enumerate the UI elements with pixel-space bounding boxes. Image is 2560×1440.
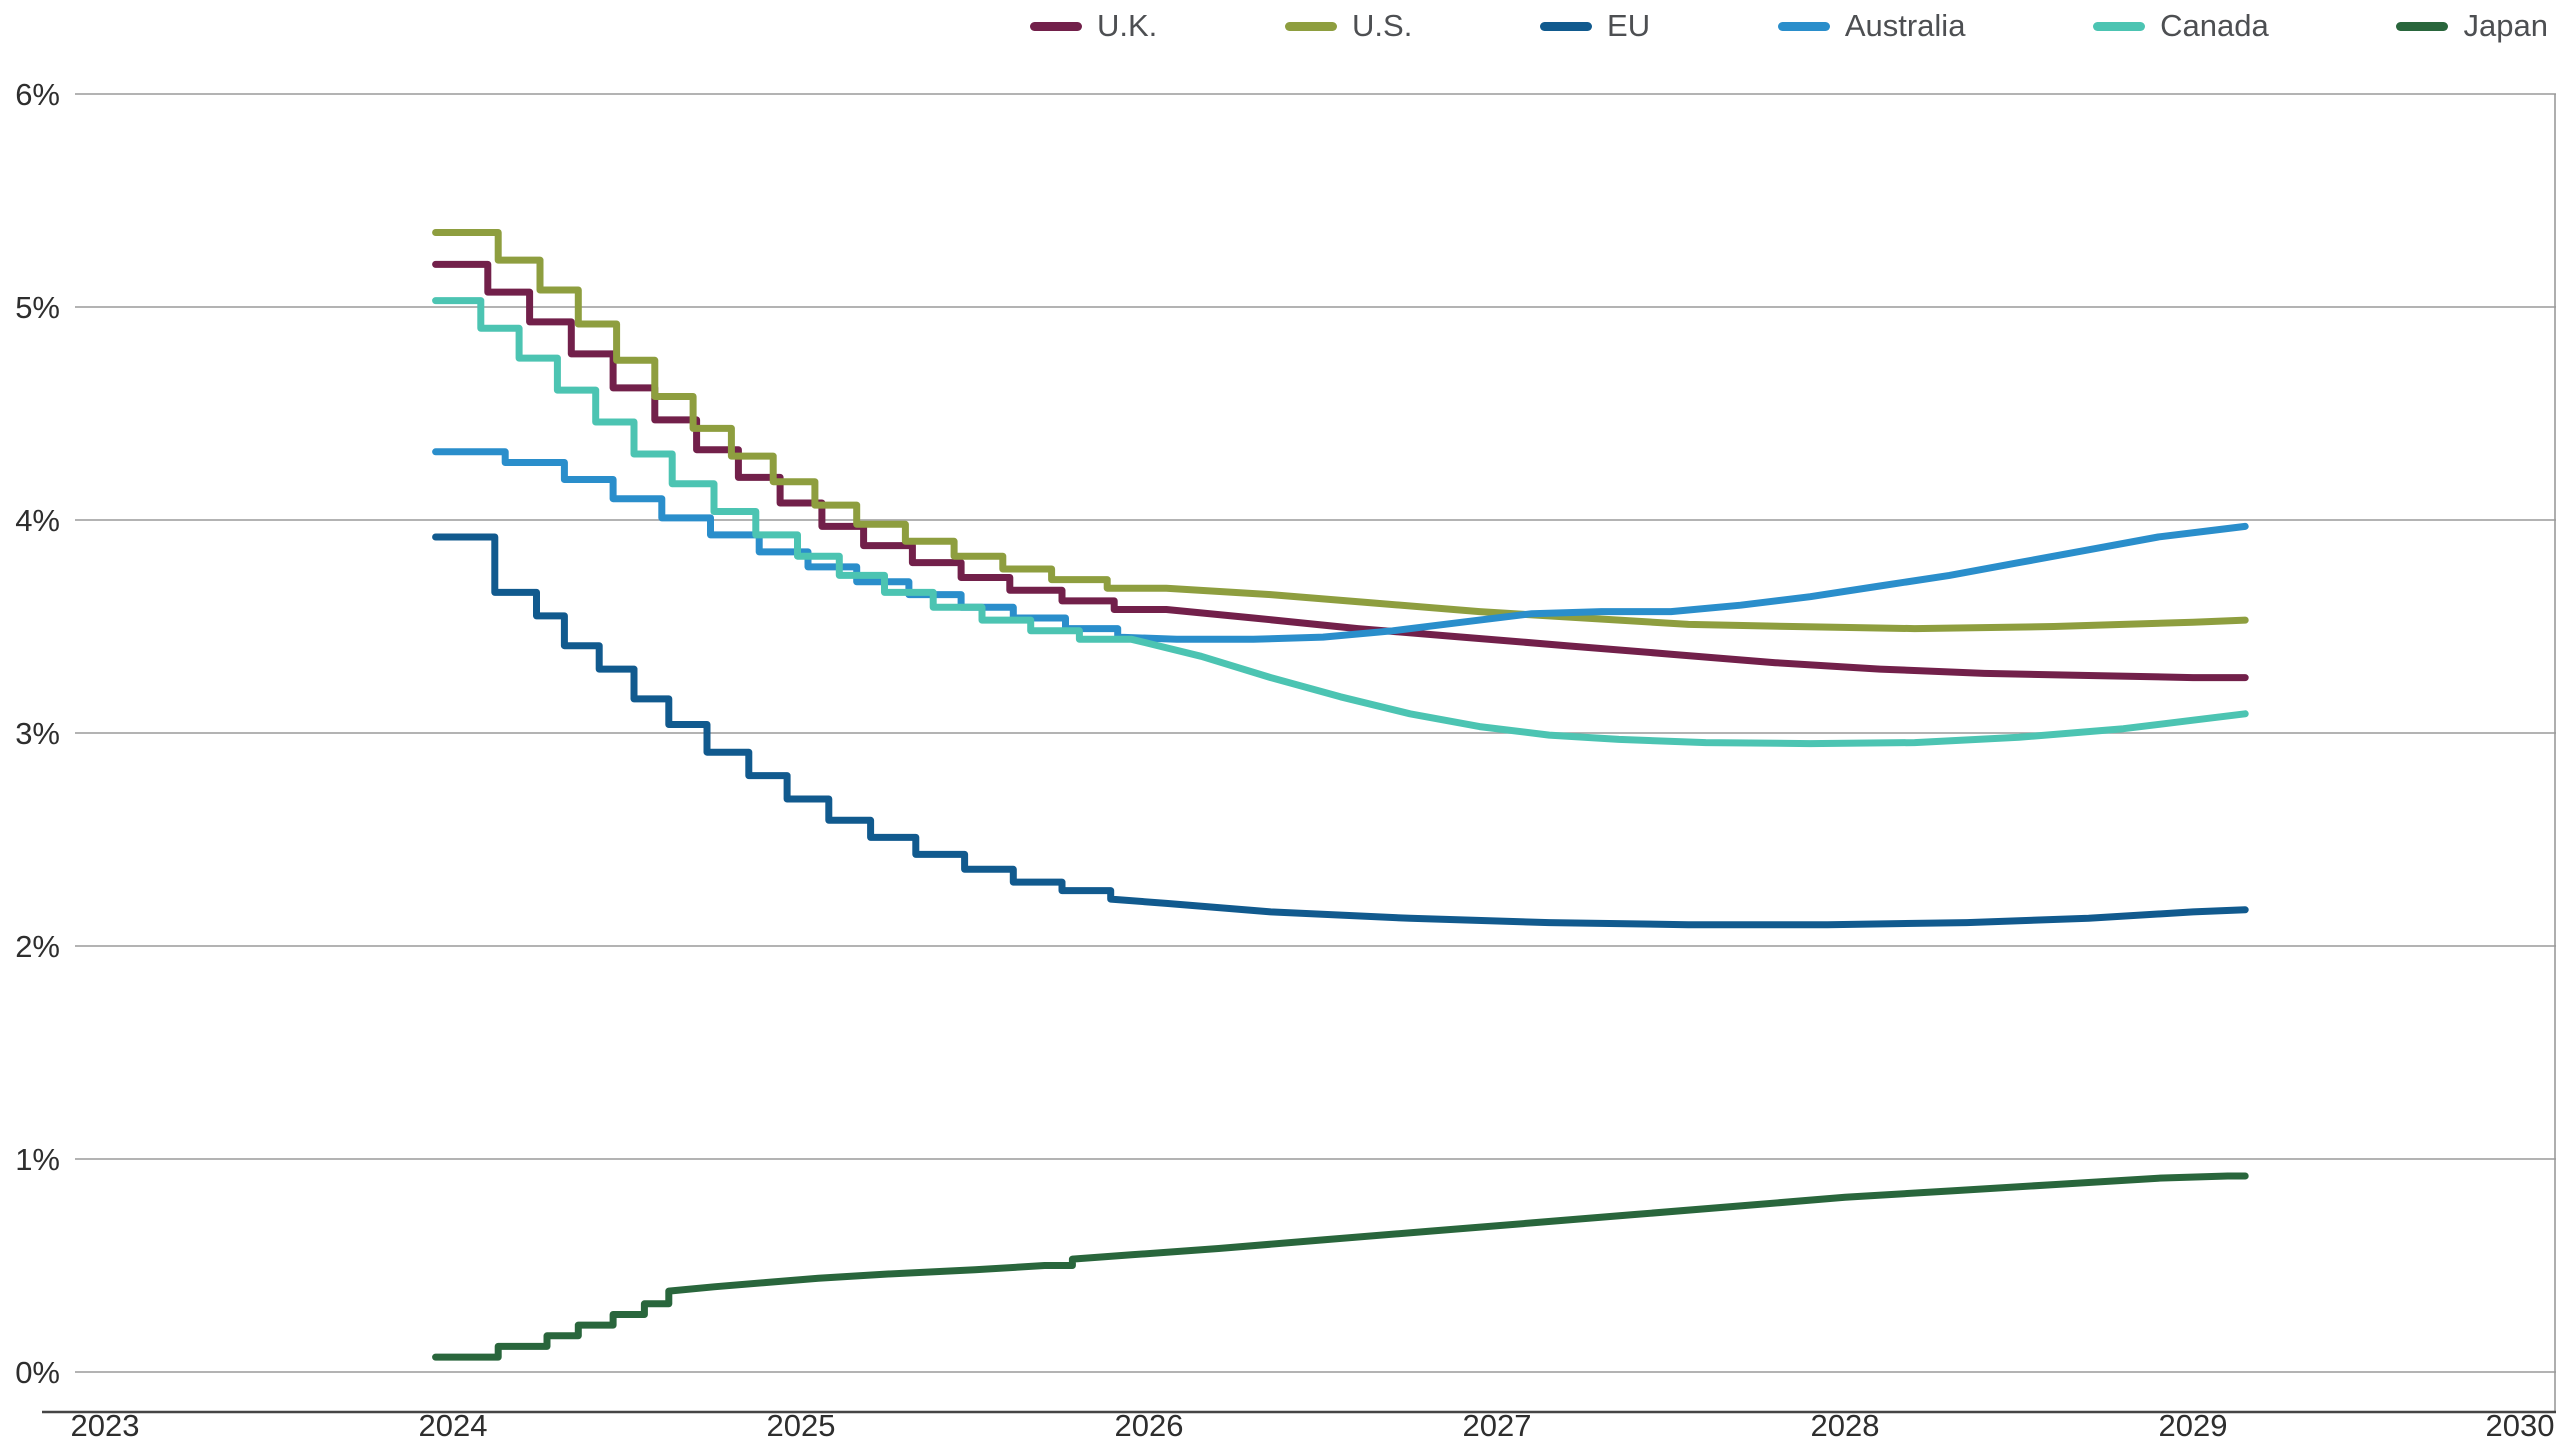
legend-item-uk: U.K. xyxy=(1030,8,1157,44)
legend-item-eu: EU xyxy=(1540,8,1650,44)
x-tick-label: 2028 xyxy=(1811,1408,1880,1440)
x-tick-label: 2025 xyxy=(767,1408,836,1440)
legend-label-us: U.S. xyxy=(1352,8,1413,43)
y-tick-label: 5% xyxy=(15,290,60,325)
legend-label-australia: Australia xyxy=(1844,8,1966,43)
legend-label-uk: U.K. xyxy=(1097,8,1158,43)
x-tick-label: 2030 xyxy=(2486,1408,2555,1440)
series-line-canada xyxy=(432,297,2249,748)
legend-label-canada: Canada xyxy=(2160,8,2269,43)
y-tick-label: 4% xyxy=(15,503,60,538)
y-tick-label: 0% xyxy=(15,1355,60,1390)
x-tick-label: 2023 xyxy=(71,1408,140,1440)
y-tick-label: 2% xyxy=(15,929,60,964)
series-line-australia xyxy=(432,448,2249,643)
series-line-us xyxy=(432,229,2249,633)
legend-item-us: U.S. xyxy=(1285,8,1412,44)
legend-label-japan: Japan xyxy=(2463,8,2548,43)
legend-swatch-japan xyxy=(2396,21,2449,31)
legend-item-canada: Canada xyxy=(2093,8,2269,44)
series-line-uk xyxy=(432,260,2249,682)
x-tick-label: 2029 xyxy=(2159,1408,2228,1440)
legend-swatch-uk xyxy=(1030,21,1082,31)
series-line-japan xyxy=(432,1172,2249,1361)
legend-swatch-canada xyxy=(2093,21,2146,31)
legend-label-eu: EU xyxy=(1607,8,1651,43)
legend-swatch-eu xyxy=(1540,21,1593,31)
legend-item-australia: Australia xyxy=(1777,8,1966,44)
series-line-eu xyxy=(432,533,2249,929)
legend-swatch-australia xyxy=(1777,21,1830,31)
legend-swatch-us xyxy=(1285,21,1338,31)
y-tick-label: 6% xyxy=(15,77,60,112)
y-tick-label: 1% xyxy=(15,1142,60,1177)
y-tick-label: 3% xyxy=(15,716,60,751)
x-tick-label: 2024 xyxy=(419,1408,488,1440)
x-tick-label: 2027 xyxy=(1463,1408,1532,1440)
legend-item-japan: Japan xyxy=(2396,8,2548,44)
chart-legend: U.K. U.S. EU Australia Canada Japan xyxy=(1030,4,2548,48)
x-tick-label: 2026 xyxy=(1115,1408,1184,1440)
